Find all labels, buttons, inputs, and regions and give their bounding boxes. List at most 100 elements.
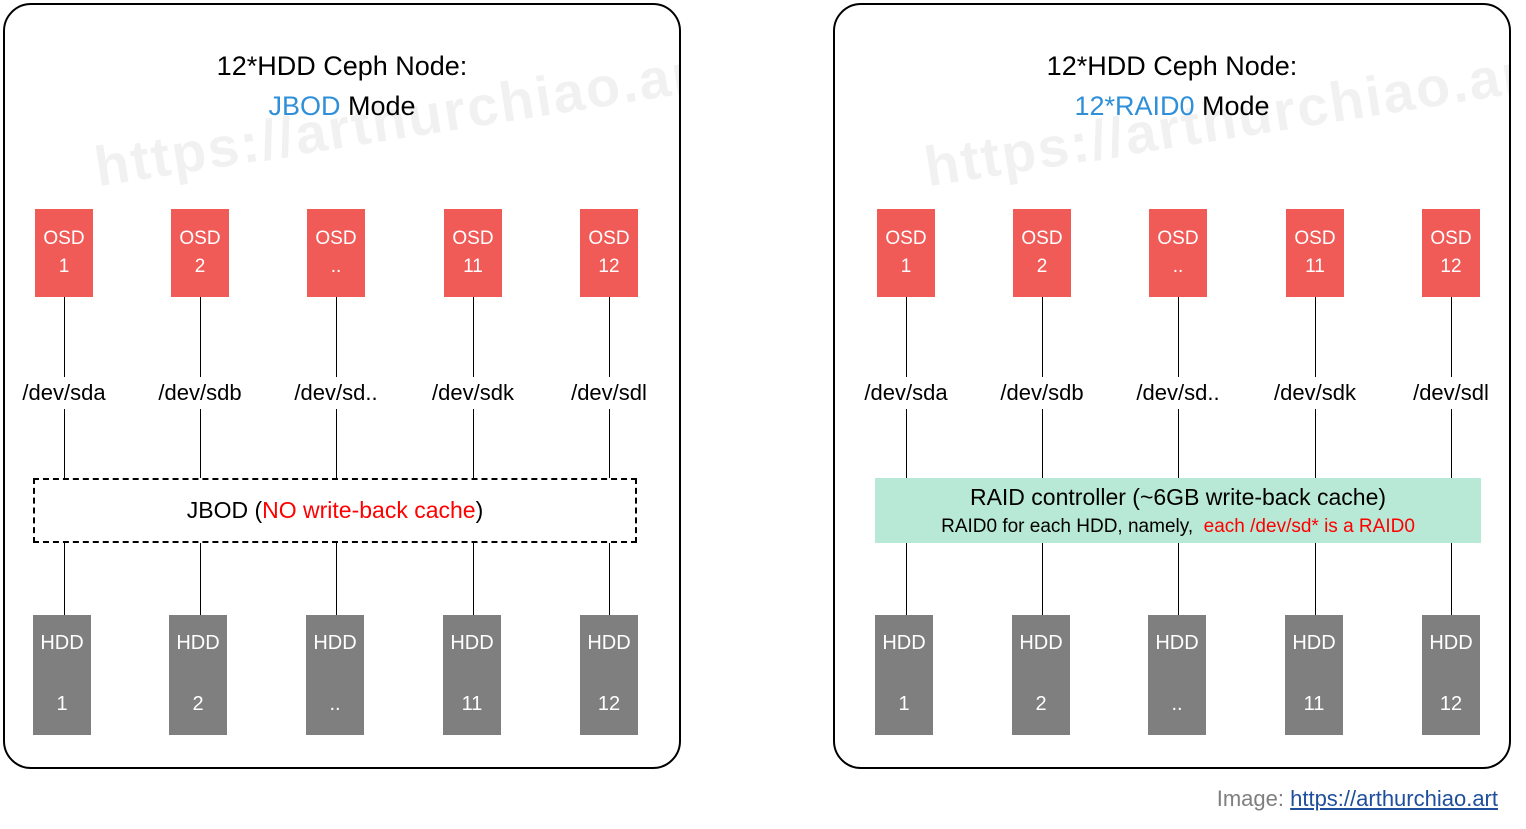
hdd-number: 1 (898, 693, 910, 715)
osd-number: 1 (58, 256, 70, 277)
osd-number: 1 (900, 256, 912, 277)
connector-line (200, 297, 201, 377)
hdd-box: HDD 1 (33, 615, 91, 735)
osd-number: .. (1172, 256, 1184, 277)
connector-line (609, 409, 610, 479)
raid-controller-box: RAID controller (~6GB write-back cache) … (875, 478, 1481, 543)
osd-box: OSD 1 (877, 209, 935, 297)
jbod-controller-box: JBOD (NO write-back cache) (33, 478, 637, 543)
osd-number: 11 (463, 256, 483, 277)
connector-line (1178, 297, 1179, 377)
credit-label: Image: (1216, 786, 1291, 811)
mode-name: 12*RAID0 (1074, 91, 1195, 121)
connector-line (1042, 297, 1043, 377)
osd-number: 12 (1440, 256, 1462, 277)
connector-line (1451, 543, 1452, 615)
osd-box: OSD.. (1149, 209, 1207, 297)
connector-line (1451, 297, 1452, 377)
osd-number: .. (330, 256, 342, 277)
raid-note-prefix: RAID0 for each HDD, namely, (941, 516, 1204, 537)
hdd-box: HDD 11 (1285, 615, 1343, 735)
connector-line (609, 543, 610, 615)
device-path: /dev/sda (22, 380, 106, 405)
connector-line (1042, 543, 1043, 615)
hdd-number: .. (329, 693, 341, 715)
connector-line (336, 297, 337, 377)
osd-box: OSD 1 (35, 209, 93, 297)
connector-line (609, 297, 610, 377)
hdd-label: HDD (1429, 632, 1473, 654)
connector-line (1315, 543, 1316, 615)
osd-box: OSD 11 (1286, 209, 1344, 297)
osd-box: OSD 2 (171, 209, 229, 297)
osd-box: OSD 12 (1422, 209, 1480, 297)
credit-link[interactable]: https://arthurchiao.art (1290, 786, 1498, 811)
connector-line (64, 297, 65, 377)
osd-number: 12 (598, 256, 620, 277)
controller-warning: NO write-back cache (262, 497, 476, 523)
raid-controller-title: RAID controller (~6GB write-back cache) (969, 484, 1387, 510)
hdd-label: HDD (1019, 632, 1063, 654)
device-path: /dev/sda (864, 380, 948, 405)
hdd-box: HDD.. (306, 615, 364, 735)
hdd-number: 1 (56, 693, 68, 715)
connector-line (1178, 543, 1179, 615)
connector-line (200, 543, 201, 615)
osd-box: OSD.. (307, 209, 365, 297)
device-path: /dev/sd.. (1136, 380, 1220, 405)
hdd-number: 2 (1035, 693, 1047, 715)
device-path: /dev/sdl (571, 380, 647, 405)
panel-title: 12*HDD Ceph Node: (1046, 51, 1298, 81)
device-path: /dev/sdk (1274, 380, 1356, 405)
connector-line (336, 409, 337, 479)
device-path: /dev/sdk (432, 380, 514, 405)
osd-label: OSD (1021, 228, 1063, 249)
connector-line (1451, 409, 1452, 479)
hdd-label: HDD (587, 632, 631, 654)
hdd-box: HDD 12 (1422, 615, 1480, 735)
raid-controller-note: RAID0 for each HDD, namely, each /dev/sd… (875, 515, 1481, 539)
connector-line (906, 297, 907, 377)
osd-label: OSD (315, 228, 357, 249)
device-path: /dev/sd.. (294, 380, 378, 405)
hdd-box: HDD 2 (1012, 615, 1070, 735)
connector-line (200, 409, 201, 479)
mode-suffix: Mode (340, 91, 416, 121)
osd-label: OSD (1430, 228, 1472, 249)
hdd-number: 12 (1439, 693, 1463, 715)
controller-prefix: JBOD ( (186, 497, 263, 523)
panel-mode: 12*RAID0 Mode (835, 90, 1509, 122)
hdd-label: HDD (313, 632, 357, 654)
osd-box: OSD 12 (580, 209, 638, 297)
connector-line (1315, 297, 1316, 377)
hdd-box: HDD 1 (875, 615, 933, 735)
osd-number: 11 (1305, 256, 1325, 277)
connector-line (336, 543, 337, 615)
hdd-label: HDD (176, 632, 220, 654)
hdd-box: HDD.. (1148, 615, 1206, 735)
device-path: /dev/sdb (1000, 380, 1084, 405)
connector-line (64, 409, 65, 479)
osd-label: OSD (179, 228, 221, 249)
osd-number: 2 (1036, 256, 1048, 277)
hdd-label: HDD (1155, 632, 1199, 654)
connector-line (1042, 409, 1043, 479)
connector-line (906, 543, 907, 615)
connector-line (64, 543, 65, 615)
device-path: /dev/sdb (158, 380, 242, 405)
connector-line (473, 409, 474, 479)
osd-label: OSD (1294, 228, 1336, 249)
osd-box: OSD 2 (1013, 209, 1071, 297)
hdd-number: 2 (192, 693, 204, 715)
mode-suffix: Mode (1194, 91, 1270, 121)
mode-name: JBOD (268, 91, 341, 121)
controller-suffix: ) (475, 497, 484, 523)
osd-number: 2 (194, 256, 206, 277)
osd-label: OSD (452, 228, 494, 249)
connector-line (1178, 409, 1179, 479)
hdd-box: HDD 11 (443, 615, 501, 735)
raid0-node-panel: https://arthurchiao.art 12*HDD Ceph Node… (833, 3, 1511, 769)
osd-box: OSD 11 (444, 209, 502, 297)
osd-label: OSD (588, 228, 630, 249)
hdd-label: HDD (450, 632, 494, 654)
